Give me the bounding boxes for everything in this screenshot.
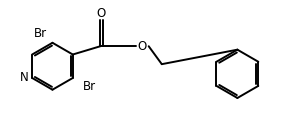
Text: Br: Br — [34, 27, 47, 40]
Text: O: O — [97, 7, 106, 20]
Text: N: N — [20, 71, 29, 84]
Text: Br: Br — [83, 80, 96, 93]
Text: O: O — [137, 40, 147, 53]
